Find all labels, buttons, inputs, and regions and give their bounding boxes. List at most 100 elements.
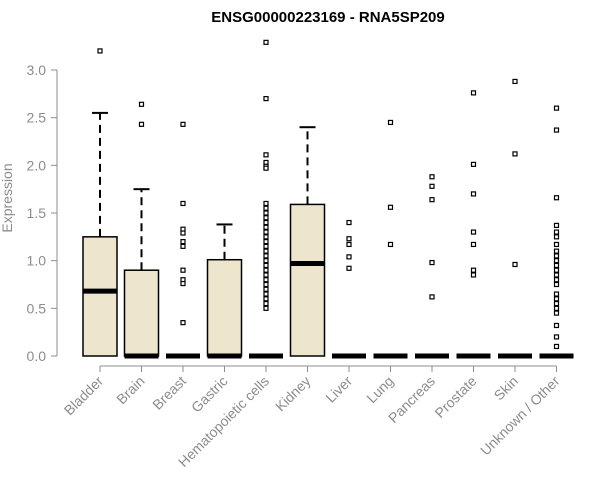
outlier-point <box>553 195 560 201</box>
x-tick-label: Brain <box>113 373 147 407</box>
outlier-point <box>553 222 560 228</box>
outlier-point <box>512 151 518 157</box>
outlier-point <box>553 277 560 283</box>
outlier-point <box>553 127 560 133</box>
outlier-point <box>387 204 394 210</box>
outlier-point <box>553 241 560 248</box>
outlier-point <box>180 243 186 249</box>
outlier-point <box>263 305 269 311</box>
outlier-point <box>263 152 269 158</box>
outlier-point <box>429 294 435 300</box>
x-tick-label: Skin <box>491 373 522 404</box>
outlier-point <box>553 322 560 329</box>
outlier-point <box>553 281 560 288</box>
box-body <box>82 236 118 357</box>
y-tick-label: 1.5 <box>27 205 47 221</box>
outlier-point <box>553 334 560 340</box>
outlier-point <box>180 121 186 127</box>
box-body <box>123 269 160 357</box>
outlier-point <box>263 39 269 45</box>
outlier-point <box>263 281 269 288</box>
outlier-point <box>263 239 269 245</box>
outlier-point <box>470 267 477 273</box>
outlier-point <box>180 230 186 236</box>
outlier-point <box>180 239 186 245</box>
outlier-point <box>263 248 269 254</box>
box-series <box>82 39 574 359</box>
chart-title: ENSG00000223169 - RNA5SP209 <box>211 9 444 26</box>
outlier-point <box>263 215 269 221</box>
outlier-point <box>263 262 269 269</box>
outlier-point <box>553 305 560 311</box>
x-tick-label: Lung <box>363 373 396 406</box>
outlier-point <box>553 272 560 278</box>
outlier-point <box>470 90 477 96</box>
outlier-point <box>553 105 560 111</box>
x-tick-label: Breast <box>149 373 189 413</box>
x-tick-label: Prostate <box>431 373 479 421</box>
box-group <box>82 48 118 357</box>
outlier-point <box>553 258 560 264</box>
outlier-point <box>263 219 269 226</box>
outlier-point <box>429 183 435 189</box>
outlier-point <box>553 248 560 254</box>
box-group <box>166 121 200 359</box>
outlier-point <box>180 267 186 273</box>
box-group <box>289 126 326 357</box>
outlier-point <box>263 296 269 302</box>
outlier-point <box>263 277 269 283</box>
outlier-point <box>346 219 352 226</box>
outlier-point <box>553 262 560 269</box>
x-tick-label: Kidney <box>272 373 314 415</box>
box-group <box>206 223 243 359</box>
outlier-point <box>180 280 186 287</box>
outlier-point <box>429 259 435 266</box>
y-tick-label: 0.5 <box>27 300 47 316</box>
outlier-point <box>553 310 560 316</box>
outlier-point <box>263 258 269 264</box>
box-group <box>456 90 491 359</box>
outlier-point <box>263 224 269 230</box>
outlier-point <box>553 343 560 350</box>
outlier-point <box>97 48 103 54</box>
outlier-point <box>553 253 560 259</box>
outlier-point <box>263 234 269 240</box>
outlier-point <box>553 267 560 273</box>
outlier-point <box>346 254 352 260</box>
outlier-point <box>470 241 477 248</box>
box-body <box>289 203 326 357</box>
outlier-point <box>553 229 560 235</box>
outlier-point <box>263 95 269 102</box>
outlier-point <box>263 267 269 273</box>
outlier-point <box>263 291 269 297</box>
box-group <box>249 39 283 359</box>
y-tick-label: 3.0 <box>27 62 47 78</box>
y-axis-label: Expression <box>0 163 15 232</box>
box-body <box>206 258 243 357</box>
outlier-point <box>263 200 269 207</box>
box-group <box>539 105 574 359</box>
y-axis: 0.0 0.5 1.0 1.5 2.0 2.5 3.0 <box>27 62 58 364</box>
y-tick-label: 0.0 <box>27 348 47 364</box>
outlier-point <box>263 272 269 278</box>
outlier-point <box>346 236 352 242</box>
x-tick-label: Liver <box>322 373 355 406</box>
box-group <box>498 78 532 359</box>
outlier-point <box>263 300 269 307</box>
outlier-point <box>553 234 560 240</box>
outlier-point <box>180 200 186 207</box>
outlier-point <box>470 161 477 167</box>
box-group <box>123 101 160 359</box>
outlier-point <box>263 229 269 235</box>
outlier-point <box>346 265 352 271</box>
outlier-point <box>263 286 269 292</box>
outlier-point <box>387 241 394 248</box>
outlier-point <box>263 253 269 259</box>
outlier-point <box>263 210 269 216</box>
outlier-point <box>387 119 394 126</box>
x-tick-label: Unknown / Other <box>477 373 563 459</box>
outlier-point <box>512 261 518 268</box>
outlier-point <box>512 78 518 85</box>
